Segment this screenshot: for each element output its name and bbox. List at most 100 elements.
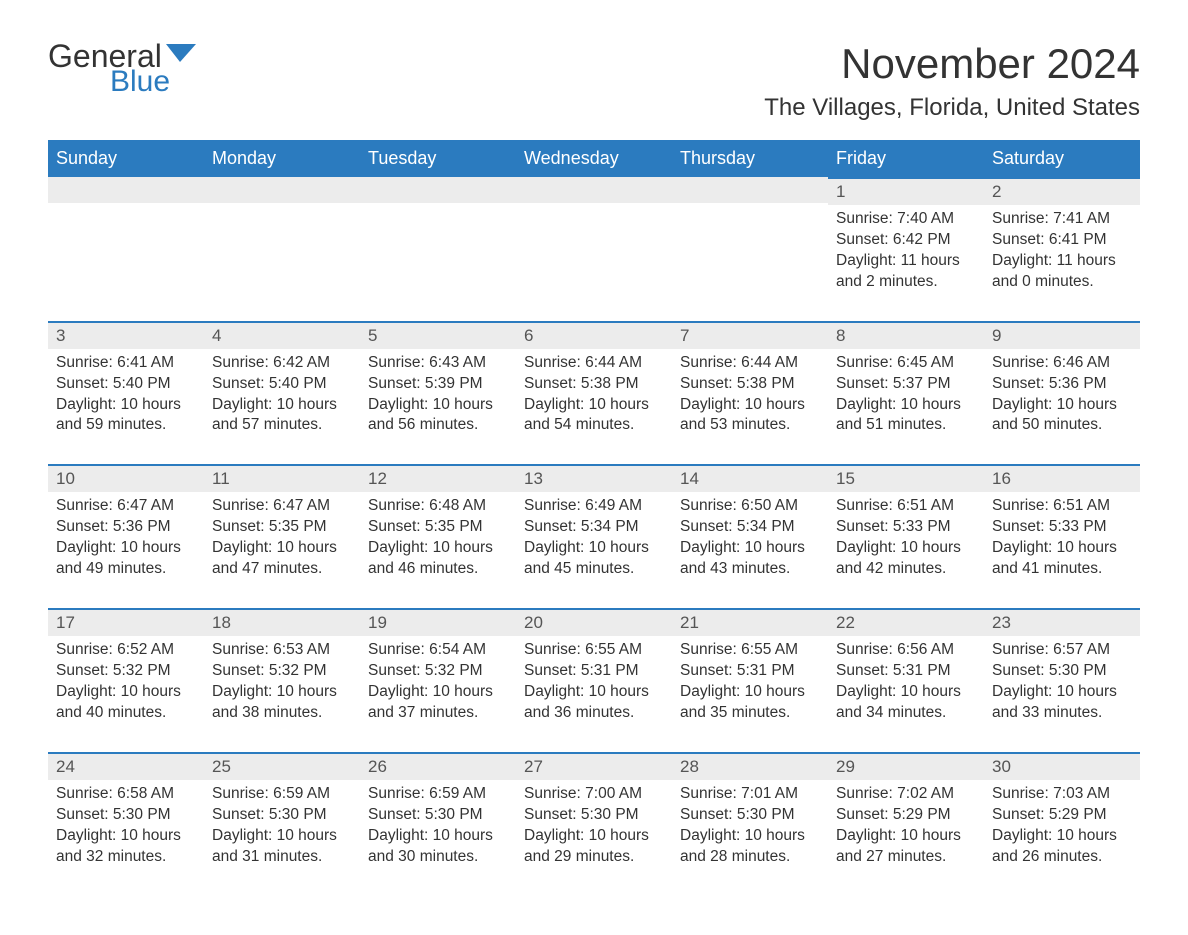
sunset-line: Sunset: 5:31 PM xyxy=(524,661,664,682)
day-cell: 18Sunrise: 6:53 AMSunset: 5:32 PMDayligh… xyxy=(204,608,360,752)
day-body: Sunrise: 6:51 AMSunset: 5:33 PMDaylight:… xyxy=(828,492,984,580)
day-number: 26 xyxy=(360,752,516,780)
sunrise-line: Sunrise: 6:51 AM xyxy=(836,496,976,517)
day-body: Sunrise: 6:58 AMSunset: 5:30 PMDaylight:… xyxy=(48,780,204,868)
day-number: 16 xyxy=(984,464,1140,492)
day-number: 10 xyxy=(48,464,204,492)
day-number: 17 xyxy=(48,608,204,636)
daylight-line: Daylight: 10 hours and 40 minutes. xyxy=(56,682,196,724)
day-body: Sunrise: 7:40 AMSunset: 6:42 PMDaylight:… xyxy=(828,205,984,293)
calendar-cell: 7Sunrise: 6:44 AMSunset: 5:38 PMDaylight… xyxy=(672,321,828,465)
day-number: 9 xyxy=(984,321,1140,349)
sunrise-line: Sunrise: 6:44 AM xyxy=(680,353,820,374)
sunset-line: Sunset: 5:37 PM xyxy=(836,374,976,395)
daylight-line: Daylight: 10 hours and 57 minutes. xyxy=(212,395,352,437)
sunrise-line: Sunrise: 6:55 AM xyxy=(524,640,664,661)
weekday-header: Thursday xyxy=(672,140,828,177)
calendar-cell: 1Sunrise: 7:40 AMSunset: 6:42 PMDaylight… xyxy=(828,177,984,321)
calendar-cell: 21Sunrise: 6:55 AMSunset: 5:31 PMDayligh… xyxy=(672,608,828,752)
day-body: Sunrise: 7:02 AMSunset: 5:29 PMDaylight:… xyxy=(828,780,984,868)
weekday-header: Friday xyxy=(828,140,984,177)
day-cell: 12Sunrise: 6:48 AMSunset: 5:35 PMDayligh… xyxy=(360,464,516,608)
daylight-line: Daylight: 10 hours and 53 minutes. xyxy=(680,395,820,437)
daylight-line: Daylight: 10 hours and 30 minutes. xyxy=(368,826,508,868)
day-body: Sunrise: 6:56 AMSunset: 5:31 PMDaylight:… xyxy=(828,636,984,724)
day-cell: 30Sunrise: 7:03 AMSunset: 5:29 PMDayligh… xyxy=(984,752,1140,896)
day-cell: 29Sunrise: 7:02 AMSunset: 5:29 PMDayligh… xyxy=(828,752,984,896)
daylight-line: Daylight: 10 hours and 42 minutes. xyxy=(836,538,976,580)
location: The Villages, Florida, United States xyxy=(764,94,1140,122)
day-number: 19 xyxy=(360,608,516,636)
day-body: Sunrise: 6:52 AMSunset: 5:32 PMDaylight:… xyxy=(48,636,204,724)
sunrise-line: Sunrise: 6:42 AM xyxy=(212,353,352,374)
calendar-cell: 10Sunrise: 6:47 AMSunset: 5:36 PMDayligh… xyxy=(48,464,204,608)
sunset-line: Sunset: 5:32 PM xyxy=(368,661,508,682)
sunset-line: Sunset: 5:29 PM xyxy=(992,805,1132,826)
day-body: Sunrise: 6:59 AMSunset: 5:30 PMDaylight:… xyxy=(204,780,360,868)
daylight-line: Daylight: 10 hours and 49 minutes. xyxy=(56,538,196,580)
sunset-line: Sunset: 5:36 PM xyxy=(56,517,196,538)
calendar-cell: 19Sunrise: 6:54 AMSunset: 5:32 PMDayligh… xyxy=(360,608,516,752)
day-number: 14 xyxy=(672,464,828,492)
day-body: Sunrise: 6:55 AMSunset: 5:31 PMDaylight:… xyxy=(516,636,672,724)
sunset-line: Sunset: 6:41 PM xyxy=(992,230,1132,251)
day-body: Sunrise: 6:51 AMSunset: 5:33 PMDaylight:… xyxy=(984,492,1140,580)
daylight-line: Daylight: 10 hours and 26 minutes. xyxy=(992,826,1132,868)
sunset-line: Sunset: 5:36 PM xyxy=(992,374,1132,395)
daylight-line: Daylight: 10 hours and 41 minutes. xyxy=(992,538,1132,580)
day-number: 30 xyxy=(984,752,1140,780)
sunrise-line: Sunrise: 6:45 AM xyxy=(836,353,976,374)
sunrise-line: Sunrise: 7:02 AM xyxy=(836,784,976,805)
day-number: 4 xyxy=(204,321,360,349)
day-cell: 3Sunrise: 6:41 AMSunset: 5:40 PMDaylight… xyxy=(48,321,204,465)
calendar-cell: 17Sunrise: 6:52 AMSunset: 5:32 PMDayligh… xyxy=(48,608,204,752)
day-body: Sunrise: 6:54 AMSunset: 5:32 PMDaylight:… xyxy=(360,636,516,724)
day-number: 28 xyxy=(672,752,828,780)
empty-day xyxy=(516,177,672,203)
daylight-line: Daylight: 10 hours and 46 minutes. xyxy=(368,538,508,580)
daylight-line: Daylight: 10 hours and 34 minutes. xyxy=(836,682,976,724)
calendar-cell: 25Sunrise: 6:59 AMSunset: 5:30 PMDayligh… xyxy=(204,752,360,896)
empty-day xyxy=(204,177,360,203)
calendar-cell: 16Sunrise: 6:51 AMSunset: 5:33 PMDayligh… xyxy=(984,464,1140,608)
day-cell: 7Sunrise: 6:44 AMSunset: 5:38 PMDaylight… xyxy=(672,321,828,465)
day-number: 27 xyxy=(516,752,672,780)
sunrise-line: Sunrise: 6:59 AM xyxy=(368,784,508,805)
calendar-cell: 22Sunrise: 6:56 AMSunset: 5:31 PMDayligh… xyxy=(828,608,984,752)
day-number: 5 xyxy=(360,321,516,349)
daylight-line: Daylight: 10 hours and 32 minutes. xyxy=(56,826,196,868)
sunrise-line: Sunrise: 6:59 AM xyxy=(212,784,352,805)
sunset-line: Sunset: 5:32 PM xyxy=(212,661,352,682)
sunrise-line: Sunrise: 6:46 AM xyxy=(992,353,1132,374)
sunset-line: Sunset: 5:30 PM xyxy=(680,805,820,826)
day-cell: 24Sunrise: 6:58 AMSunset: 5:30 PMDayligh… xyxy=(48,752,204,896)
calendar-cell xyxy=(672,177,828,321)
weekday-header: Sunday xyxy=(48,140,204,177)
day-number: 3 xyxy=(48,321,204,349)
sunrise-line: Sunrise: 6:47 AM xyxy=(212,496,352,517)
sunset-line: Sunset: 5:31 PM xyxy=(836,661,976,682)
day-cell: 2Sunrise: 7:41 AMSunset: 6:41 PMDaylight… xyxy=(984,177,1140,321)
weekday-header: Saturday xyxy=(984,140,1140,177)
sunrise-line: Sunrise: 6:52 AM xyxy=(56,640,196,661)
daylight-line: Daylight: 10 hours and 51 minutes. xyxy=(836,395,976,437)
day-number: 22 xyxy=(828,608,984,636)
sunset-line: Sunset: 5:40 PM xyxy=(212,374,352,395)
calendar-cell: 5Sunrise: 6:43 AMSunset: 5:39 PMDaylight… xyxy=(360,321,516,465)
day-cell: 9Sunrise: 6:46 AMSunset: 5:36 PMDaylight… xyxy=(984,321,1140,465)
sunrise-line: Sunrise: 7:41 AM xyxy=(992,209,1132,230)
sunrise-line: Sunrise: 6:55 AM xyxy=(680,640,820,661)
month-title: November 2024 xyxy=(764,40,1140,88)
daylight-line: Daylight: 10 hours and 27 minutes. xyxy=(836,826,976,868)
calendar-cell: 24Sunrise: 6:58 AMSunset: 5:30 PMDayligh… xyxy=(48,752,204,896)
day-number: 15 xyxy=(828,464,984,492)
daylight-line: Daylight: 10 hours and 33 minutes. xyxy=(992,682,1132,724)
day-number: 29 xyxy=(828,752,984,780)
daylight-line: Daylight: 10 hours and 43 minutes. xyxy=(680,538,820,580)
day-cell: 15Sunrise: 6:51 AMSunset: 5:33 PMDayligh… xyxy=(828,464,984,608)
daylight-line: Daylight: 10 hours and 47 minutes. xyxy=(212,538,352,580)
daylight-line: Daylight: 10 hours and 37 minutes. xyxy=(368,682,508,724)
day-body: Sunrise: 6:53 AMSunset: 5:32 PMDaylight:… xyxy=(204,636,360,724)
day-body: Sunrise: 7:03 AMSunset: 5:29 PMDaylight:… xyxy=(984,780,1140,868)
sunset-line: Sunset: 5:34 PM xyxy=(680,517,820,538)
